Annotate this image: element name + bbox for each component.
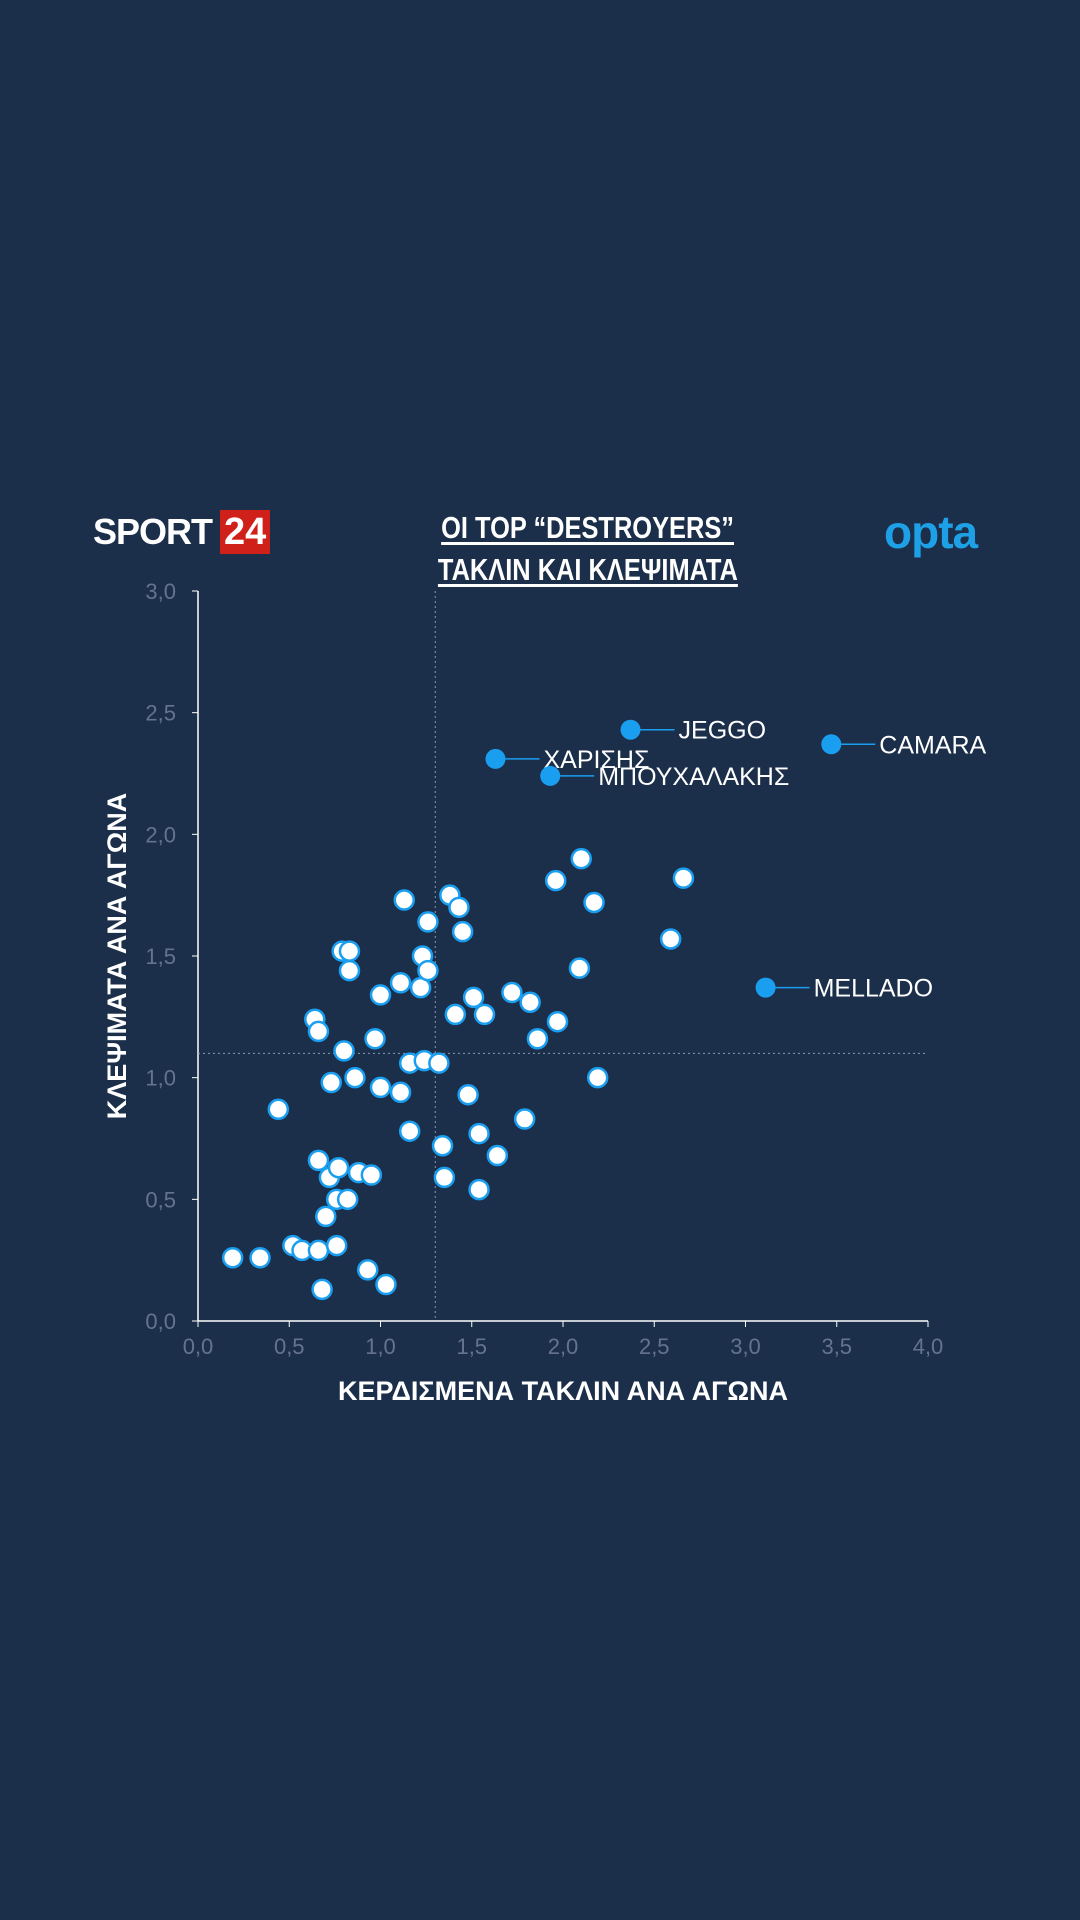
data-point bbox=[444, 1003, 467, 1026]
highlight-point bbox=[620, 719, 641, 740]
data-point bbox=[311, 1278, 333, 1301]
data-point bbox=[307, 1239, 330, 1262]
highlight-point bbox=[755, 977, 776, 998]
x-tick-label: 2,0 bbox=[548, 1334, 579, 1359]
data-point bbox=[659, 928, 682, 950]
data-point bbox=[433, 1166, 456, 1189]
data-point bbox=[344, 1066, 366, 1089]
data-point bbox=[267, 1098, 290, 1121]
data-point bbox=[221, 1246, 244, 1269]
chart-title-line-1: ΟΙ TOP “DESTROYERS” bbox=[441, 510, 735, 545]
highlight-point bbox=[821, 734, 842, 755]
data-point bbox=[457, 1083, 479, 1106]
logo-sport-text: SPORT bbox=[93, 511, 213, 552]
data-point bbox=[468, 1178, 490, 1201]
x-tick-label: 0,5 bbox=[274, 1334, 305, 1359]
y-tick-label: 0,0 bbox=[145, 1309, 176, 1334]
x-tick-label: 2,5 bbox=[639, 1334, 670, 1359]
data-point bbox=[473, 1003, 496, 1026]
y-tick-label: 2,5 bbox=[145, 701, 176, 726]
data-point bbox=[307, 1020, 330, 1043]
logo-24-badge: 24 bbox=[220, 510, 271, 554]
data-point bbox=[325, 1234, 348, 1257]
chart-title-line-2: ΤΑΚΛΙΝ ΚΑΙ ΚΛΕΨΙΜΑΤΑ bbox=[438, 552, 738, 587]
data-point bbox=[462, 986, 485, 1009]
data-point bbox=[486, 1144, 509, 1167]
x-tick-label: 0,0 bbox=[183, 1334, 214, 1359]
highlight-point bbox=[485, 748, 506, 769]
data-point bbox=[375, 1273, 397, 1296]
y-tick-label: 1,5 bbox=[145, 944, 176, 969]
x-tick-label: 3,5 bbox=[821, 1334, 852, 1359]
data-point bbox=[389, 1081, 412, 1104]
data-point bbox=[570, 847, 592, 870]
data-point bbox=[398, 1120, 421, 1142]
data-point bbox=[356, 1259, 379, 1281]
sport24-logo: SPORT 24 bbox=[93, 510, 271, 554]
data-point bbox=[448, 896, 470, 919]
data-point bbox=[417, 959, 439, 982]
opta-logo: opta bbox=[884, 506, 978, 558]
data-point bbox=[360, 1164, 383, 1186]
data-point bbox=[544, 869, 567, 892]
data-point bbox=[364, 1027, 386, 1050]
data-point bbox=[568, 957, 591, 979]
data-point bbox=[338, 940, 361, 962]
data-point bbox=[369, 1076, 392, 1099]
data-point bbox=[583, 891, 605, 914]
x-tick-label: 4,0 bbox=[913, 1334, 944, 1359]
data-point bbox=[586, 1066, 609, 1089]
data-point bbox=[501, 981, 523, 1004]
data-point bbox=[451, 920, 474, 943]
data-point bbox=[389, 972, 412, 994]
x-tick-label: 1,0 bbox=[365, 1334, 396, 1359]
data-point bbox=[327, 1156, 350, 1179]
highlight-point-label: MELLADO bbox=[814, 975, 933, 1003]
data-point bbox=[513, 1108, 536, 1130]
data-point bbox=[393, 889, 415, 911]
highlight-point bbox=[540, 765, 561, 786]
highlight-point-label: ΧΑΡΙΣΗΣ bbox=[543, 746, 649, 774]
data-point bbox=[672, 867, 695, 889]
x-axis-label: ΚΕΡΔΙΣΜΕΝΑ ΤΑΚΛΙΝ ΑΝΑ ΑΓΩΝΑ bbox=[338, 1376, 788, 1406]
data-point bbox=[428, 1052, 450, 1074]
data-point bbox=[519, 991, 541, 1013]
data-point bbox=[417, 911, 439, 933]
x-tick-label: 1,5 bbox=[456, 1334, 487, 1359]
data-point bbox=[320, 1071, 342, 1094]
highlight-point-label: CAMARA bbox=[879, 731, 986, 759]
y-axis-label: ΚΛΕΨΙΜΑΤΑ ΑΝΑ ΑΓΩΝΑ bbox=[102, 793, 132, 1119]
data-point bbox=[315, 1205, 337, 1228]
data-point bbox=[249, 1246, 271, 1269]
data-point bbox=[526, 1027, 549, 1050]
y-tick-label: 2,0 bbox=[145, 822, 176, 847]
data-point bbox=[333, 1040, 355, 1062]
data-point bbox=[431, 1135, 454, 1157]
highlight-point-label: ΜΠΟΥΧΑΛΑΚΗΣ bbox=[598, 763, 789, 791]
y-tick-label: 0,5 bbox=[145, 1187, 176, 1212]
highlight-point-label: JEGGO bbox=[679, 717, 767, 745]
data-point bbox=[369, 984, 392, 1006]
data-point bbox=[338, 959, 361, 982]
y-tick-label: 3,0 bbox=[145, 579, 176, 604]
data-point bbox=[336, 1188, 359, 1211]
data-point bbox=[468, 1122, 490, 1145]
data-point bbox=[546, 1010, 569, 1033]
data-point bbox=[307, 1149, 330, 1172]
x-tick-label: 3,0 bbox=[730, 1334, 761, 1359]
y-tick-label: 1,0 bbox=[145, 1066, 176, 1091]
